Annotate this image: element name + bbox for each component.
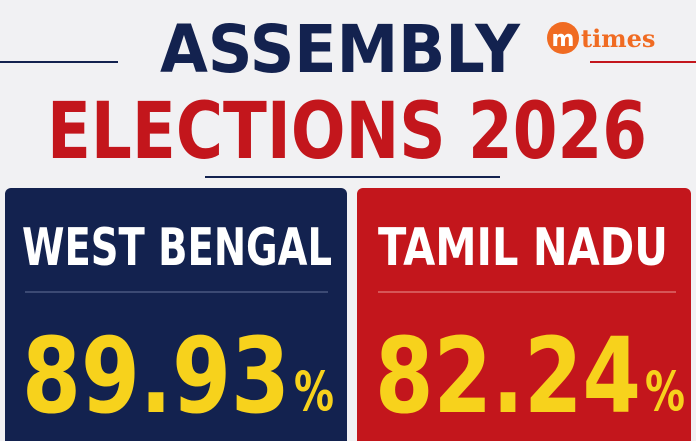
- logo-mark-bg: [547, 22, 579, 54]
- title-line-2: ELECTIONS 2026: [47, 87, 647, 177]
- panel-name: TAMIL NADU: [378, 218, 668, 278]
- panel-unit: %: [645, 360, 685, 423]
- logo-mark: m: [552, 27, 575, 52]
- panel-name: WEST BENGAL: [22, 218, 332, 278]
- panel-value: 82.24: [375, 315, 641, 437]
- panel: [5, 188, 347, 441]
- title-line-1: ASSEMBLY: [160, 11, 521, 88]
- panel-unit: %: [294, 360, 334, 423]
- panel-value: 89.93: [22, 315, 290, 437]
- panel: [357, 188, 691, 441]
- logo-text: times: [581, 24, 655, 53]
